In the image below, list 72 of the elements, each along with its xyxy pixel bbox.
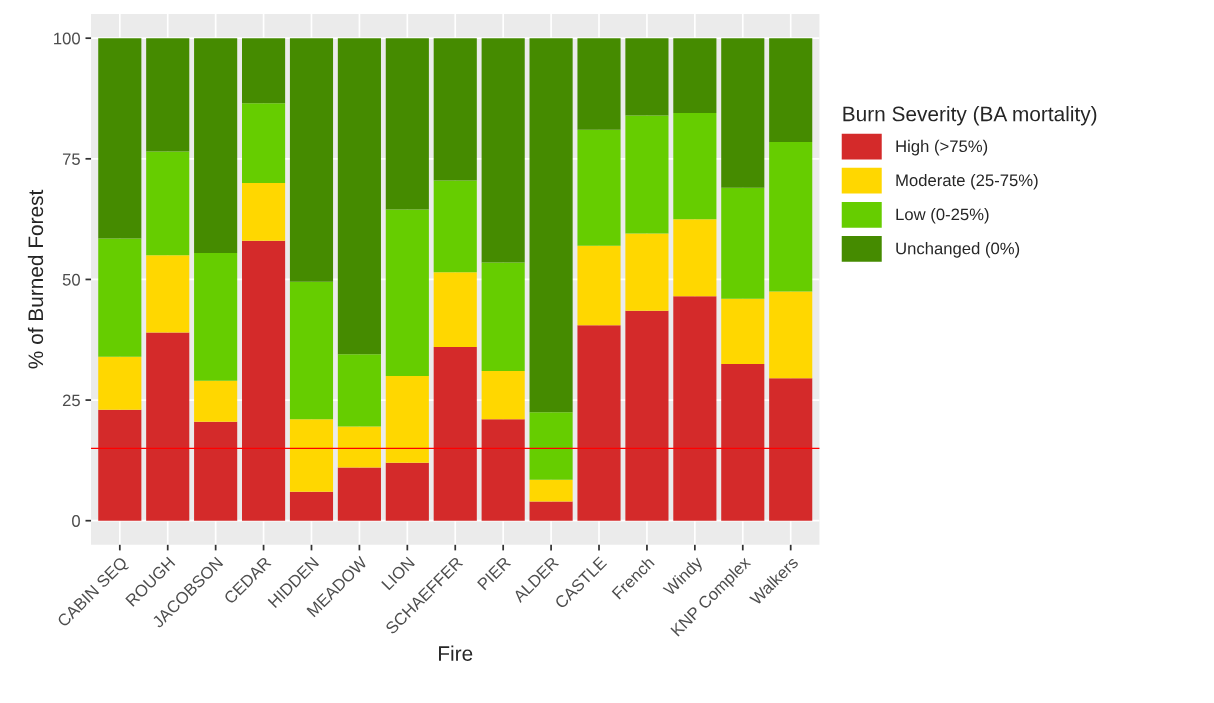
bar (769, 378, 813, 521)
bar (146, 38, 190, 152)
bar (577, 129, 621, 246)
y-tick-label: 75 (62, 153, 80, 166)
bar (337, 38, 381, 355)
bar (673, 38, 717, 113)
bar (289, 38, 334, 282)
bar (385, 209, 429, 376)
bar (337, 426, 381, 468)
bar (577, 38, 621, 130)
bar (433, 180, 477, 273)
bar (769, 141, 813, 292)
bar (721, 187, 765, 299)
bar (194, 421, 238, 521)
bar (242, 38, 286, 104)
y-tick-label: 50 (62, 273, 80, 286)
bar (242, 103, 286, 183)
bar (433, 38, 477, 181)
legend-title: Burn Severity (BA mortality) (843, 106, 1097, 126)
bar (529, 412, 573, 480)
bar (289, 419, 334, 492)
bar (385, 38, 429, 210)
bar (194, 380, 238, 422)
bar (242, 182, 286, 241)
bar (625, 115, 669, 234)
legend-label: Moderate (25-75%) (896, 173, 1038, 190)
bar (337, 467, 381, 521)
bar (529, 501, 573, 521)
bar (289, 491, 334, 521)
bar (721, 298, 765, 364)
bar (769, 38, 813, 142)
bar (625, 233, 669, 311)
y-tick-label: 25 (62, 394, 80, 407)
bar (769, 291, 813, 379)
bar (98, 238, 142, 357)
bar (242, 240, 286, 521)
bar (481, 38, 525, 263)
bar (673, 219, 717, 297)
bar (625, 310, 669, 521)
bar (98, 38, 142, 239)
bar (673, 112, 717, 220)
bar (146, 255, 190, 333)
bar (721, 38, 765, 188)
bar (98, 356, 142, 410)
bar (577, 325, 621, 521)
bar (625, 38, 669, 116)
legend-label: High (>75%) (896, 139, 988, 156)
bar (721, 363, 765, 521)
y-axis-title: % of Burned Forest (27, 189, 44, 369)
legend-label: Low (0-25%) (896, 208, 989, 224)
bar (289, 281, 334, 420)
bar (529, 38, 573, 413)
bar (337, 354, 381, 427)
legend-label: Unchanged (0%) (896, 242, 1020, 258)
bar (673, 296, 717, 521)
bar (194, 38, 238, 253)
bar (385, 462, 429, 521)
bar (385, 375, 429, 463)
y-tick-label: 100 (54, 32, 80, 45)
bar (529, 479, 573, 502)
bar (481, 419, 525, 521)
bar (98, 409, 142, 521)
bar (433, 272, 477, 347)
bar (146, 151, 190, 256)
bar (481, 262, 525, 372)
bar (481, 371, 525, 420)
y-tick-label: 0 (72, 515, 80, 527)
bar (433, 346, 477, 521)
bar (577, 245, 621, 326)
bar (194, 252, 238, 381)
x-axis-title: Fire (439, 645, 473, 661)
bar (146, 332, 190, 521)
